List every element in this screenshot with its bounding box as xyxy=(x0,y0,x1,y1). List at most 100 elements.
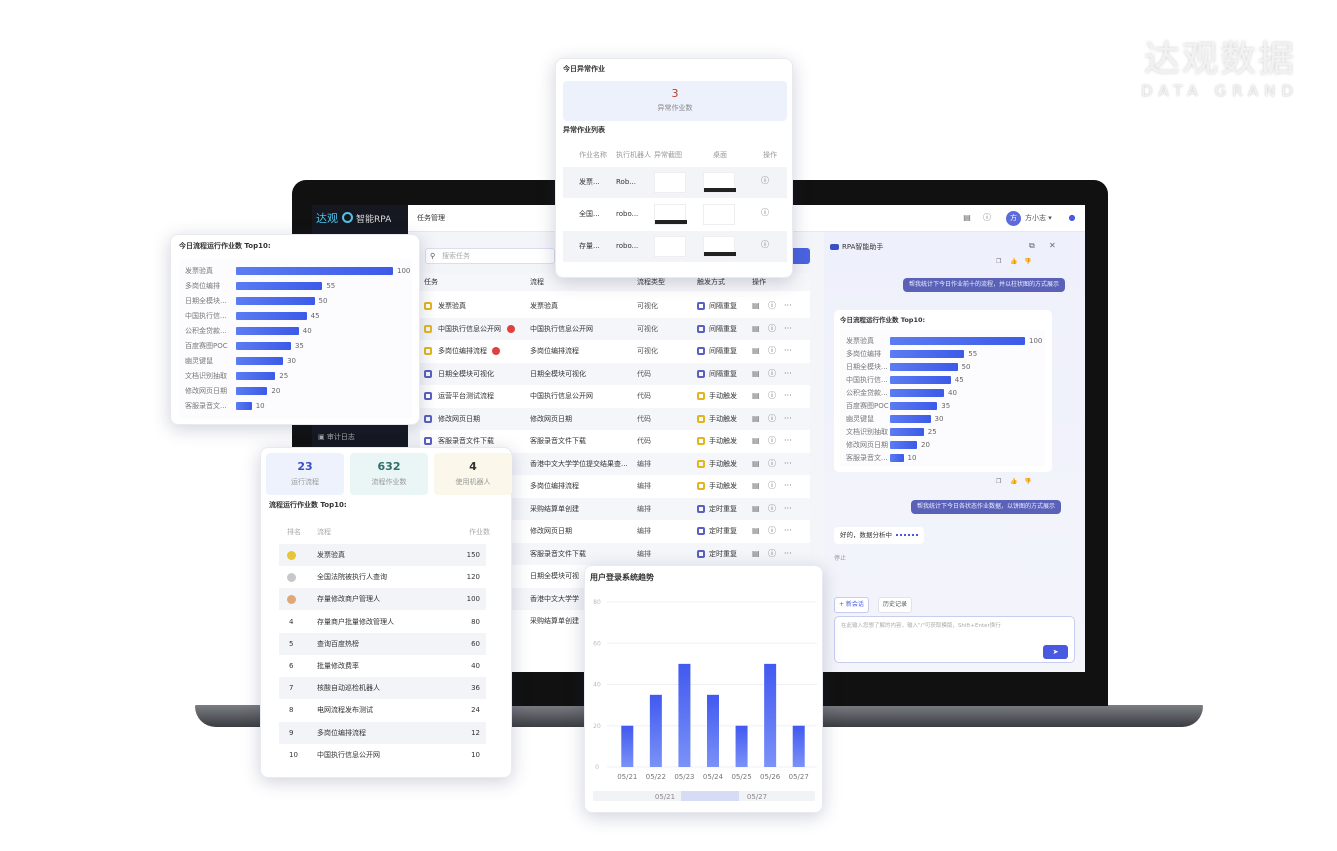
exception-row[interactable]: 发票... Rob... ⓘ xyxy=(563,167,787,198)
screenshot-placeholder[interactable] xyxy=(654,172,686,193)
info-icon[interactable]: ⓘ xyxy=(768,301,776,310)
task-name[interactable]: 客服录音文件下载 xyxy=(438,437,494,445)
copy-icon[interactable]: ❐ xyxy=(996,258,1002,265)
open-external-icon[interactable]: ⧉ xyxy=(1029,241,1035,250)
table-row[interactable]: 运营平台测试流程 中国执行信息公开网 代码 手动触发 ▤ ⓘ ··· xyxy=(420,385,810,407)
info-icon[interactable]: ⓘ xyxy=(768,323,776,333)
info-icon[interactable]: ⓘ xyxy=(768,368,776,378)
column-header[interactable]: 任务 xyxy=(424,278,438,286)
bar xyxy=(735,725,748,767)
bar xyxy=(792,725,805,767)
edit-icon[interactable]: ▤ xyxy=(752,436,760,445)
info-icon[interactable]: ⓘ xyxy=(761,208,769,217)
table-row[interactable]: 修改网页日期 编排 定时重复 ▤ ⓘ ··· xyxy=(420,520,810,542)
avatar[interactable]: 方 xyxy=(1006,211,1021,226)
info-icon[interactable]: ⓘ xyxy=(768,503,776,513)
screenshot-placeholder[interactable] xyxy=(703,204,735,225)
screenshot-thumbnail[interactable] xyxy=(703,236,736,257)
edit-icon[interactable]: ▤ xyxy=(752,503,760,513)
history-button[interactable]: 历史记录 xyxy=(878,597,913,613)
flow-name: 日期全模块可视 xyxy=(530,572,579,580)
table-row[interactable]: 香港中文大学学位提交结果查... 编排 手动触发 ▤ ⓘ ··· xyxy=(420,452,810,475)
task-name[interactable]: 发票验真 xyxy=(438,302,466,310)
column-header[interactable]: 操作 xyxy=(752,278,766,286)
table-row[interactable]: 客服录音文件下载 客服录音文件下载 代码 手动触发 ▤ ⓘ ··· xyxy=(420,430,810,452)
document-icon[interactable]: ▤ xyxy=(963,213,971,222)
info-icon[interactable]: ⓘ xyxy=(768,436,776,445)
audit-log-icon: ▣ xyxy=(318,433,327,441)
robot-icon[interactable]: ● xyxy=(1068,213,1076,222)
column-header[interactable]: 流程 xyxy=(530,278,544,286)
more-icon[interactable]: ··· xyxy=(784,503,792,513)
copy-icon[interactable]: ❐ xyxy=(996,478,1002,485)
info-icon[interactable]: ⓘ xyxy=(768,458,776,468)
stop-button[interactable]: 停止 xyxy=(834,555,847,562)
new-session-button[interactable]: + 新会话 xyxy=(834,597,869,613)
info-icon[interactable]: ⓘ xyxy=(768,481,776,490)
thumbs-up-icon[interactable]: 👍 xyxy=(1010,478,1018,485)
x-tick-label: 05/21 xyxy=(617,773,637,781)
info-icon[interactable]: ⓘ xyxy=(768,391,776,400)
create-task-button[interactable] xyxy=(788,248,810,264)
edit-icon[interactable]: ▤ xyxy=(752,301,760,310)
thumbs-down-icon[interactable]: 👎 xyxy=(1024,258,1032,265)
app-logo[interactable]: 达观 智能RPA xyxy=(316,210,391,226)
column-header[interactable]: 流程类型 xyxy=(637,278,665,286)
more-icon[interactable]: ··· xyxy=(784,368,792,378)
search-input[interactable]: ⚲ 搜索任务 xyxy=(425,248,555,264)
table-row[interactable]: 多岗位编排流程 编排 手动触发 ▤ ⓘ ··· xyxy=(420,475,810,497)
table-row[interactable]: 修改网页日期 修改网页日期 代码 手动触发 ▤ ⓘ ··· xyxy=(420,407,810,430)
edit-icon[interactable]: ▤ xyxy=(752,548,760,558)
more-icon[interactable]: ··· xyxy=(784,391,792,400)
screenshot-placeholder[interactable] xyxy=(654,236,686,257)
info-icon[interactable]: ⓘ xyxy=(761,240,769,249)
exception-row[interactable]: 存量... robo... ⓘ xyxy=(563,231,787,262)
edit-icon[interactable]: ▤ xyxy=(752,368,760,378)
more-icon[interactable]: ··· xyxy=(784,481,792,490)
more-icon[interactable]: ··· xyxy=(784,323,792,333)
help-icon[interactable]: ⓘ xyxy=(983,213,991,222)
more-icon[interactable]: ··· xyxy=(784,346,792,355)
chat-input[interactable]: 在此输入您想了解的内容，输入"/"可获取模版，Shift+Enter换行 ➤ xyxy=(834,616,1075,663)
task-name[interactable]: 多岗位编排流程 xyxy=(438,347,487,355)
info-icon[interactable]: ⓘ xyxy=(768,413,776,423)
sidebar-item-audit-log[interactable]: ▣ 审计日志 xyxy=(318,432,355,442)
info-icon[interactable]: ⓘ xyxy=(761,176,769,185)
close-icon[interactable]: ✕ xyxy=(1049,241,1056,250)
edit-icon[interactable]: ▤ xyxy=(752,413,760,423)
thumbs-down-icon[interactable]: 👎 xyxy=(1024,478,1032,485)
info-icon[interactable]: ⓘ xyxy=(768,548,776,558)
table-row[interactable]: 客服录音文件下载 编排 定时重复 ▤ ⓘ ··· xyxy=(420,542,810,565)
more-icon[interactable]: ··· xyxy=(784,413,792,423)
edit-icon[interactable]: ▤ xyxy=(752,323,760,333)
screenshot-thumbnail[interactable] xyxy=(703,172,736,193)
task-name[interactable]: 运营平台测试流程 xyxy=(438,392,494,400)
exception-row[interactable]: 全国... robo... ⓘ xyxy=(563,199,787,230)
more-icon[interactable]: ··· xyxy=(784,301,792,310)
edit-icon[interactable]: ▤ xyxy=(752,346,760,355)
more-icon[interactable]: ··· xyxy=(784,526,792,535)
table-row[interactable]: 采购结算单创建 编排 定时重复 ▤ ⓘ ··· xyxy=(420,497,810,520)
task-name[interactable]: 日期全模块可视化 xyxy=(438,369,494,378)
task-name[interactable]: 修改网页日期 xyxy=(438,414,480,423)
edit-icon[interactable]: ▤ xyxy=(752,526,760,535)
bar-category-label: 百度赛图POC xyxy=(846,402,889,410)
table-row[interactable]: 日期全模块可视化 日期全模块可视化 代码 间隔重复 ▤ ⓘ ··· xyxy=(420,362,810,385)
task-name[interactable]: 中国执行信息公开网 xyxy=(438,324,501,333)
user-menu[interactable]: 方小志 ▾ xyxy=(1025,215,1052,222)
send-button[interactable]: ➤ xyxy=(1043,645,1068,659)
thumbs-up-icon[interactable]: 👍 xyxy=(1010,258,1018,265)
edit-icon[interactable]: ▤ xyxy=(752,481,760,490)
info-icon[interactable]: ⓘ xyxy=(768,346,776,355)
more-icon[interactable]: ··· xyxy=(784,458,792,468)
table-row[interactable]: 中国执行信息公开网 中国执行信息公开网 可视化 间隔重复 ▤ ⓘ ··· xyxy=(420,317,810,340)
edit-icon[interactable]: ▤ xyxy=(752,391,760,400)
more-icon[interactable]: ··· xyxy=(784,436,792,445)
table-row[interactable]: 多岗位编排流程 多岗位编排流程 可视化 间隔重复 ▤ ⓘ ··· xyxy=(420,340,810,362)
table-row[interactable]: 发票验真 发票验真 可视化 间隔重复 ▤ ⓘ ··· xyxy=(420,295,810,317)
edit-icon[interactable]: ▤ xyxy=(752,458,760,468)
more-icon[interactable]: ··· xyxy=(784,548,792,558)
screenshot-thumbnail[interactable] xyxy=(654,204,687,225)
column-header[interactable]: 触发方式 xyxy=(697,278,725,286)
info-icon[interactable]: ⓘ xyxy=(768,526,776,535)
